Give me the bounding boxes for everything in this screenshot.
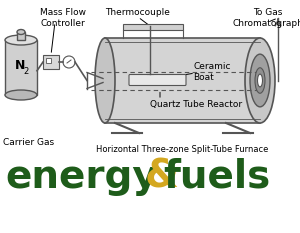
Bar	[46, 58, 51, 63]
FancyBboxPatch shape	[129, 75, 186, 86]
Text: energy: energy	[5, 158, 158, 196]
Bar	[5, 40, 37, 95]
Text: &: &	[145, 158, 179, 196]
Ellipse shape	[245, 38, 275, 123]
Text: Thermocouple: Thermocouple	[106, 8, 170, 17]
Ellipse shape	[17, 30, 25, 34]
Ellipse shape	[257, 74, 262, 87]
Text: Mass Flow
Controller: Mass Flow Controller	[40, 8, 86, 28]
Ellipse shape	[5, 90, 37, 100]
Bar	[105, 38, 260, 123]
Ellipse shape	[255, 68, 265, 93]
Bar	[123, 24, 183, 30]
Text: To Gas
Chromatograph: To Gas Chromatograph	[232, 8, 300, 28]
Ellipse shape	[250, 54, 270, 107]
Text: N: N	[15, 59, 25, 72]
Text: Horizontal Three-zone Split-Tube Furnace: Horizontal Three-zone Split-Tube Furnace	[96, 145, 269, 154]
Ellipse shape	[95, 38, 115, 123]
Text: Ceramic
Boat: Ceramic Boat	[193, 62, 230, 82]
Circle shape	[63, 56, 75, 68]
Text: Quartz Tube Reactor: Quartz Tube Reactor	[150, 100, 242, 109]
Bar	[17, 32, 25, 40]
Ellipse shape	[5, 35, 37, 45]
Bar	[43, 55, 59, 69]
Text: fuels: fuels	[163, 158, 270, 196]
Text: 2: 2	[23, 67, 28, 76]
Text: Carrier Gas: Carrier Gas	[3, 138, 54, 147]
